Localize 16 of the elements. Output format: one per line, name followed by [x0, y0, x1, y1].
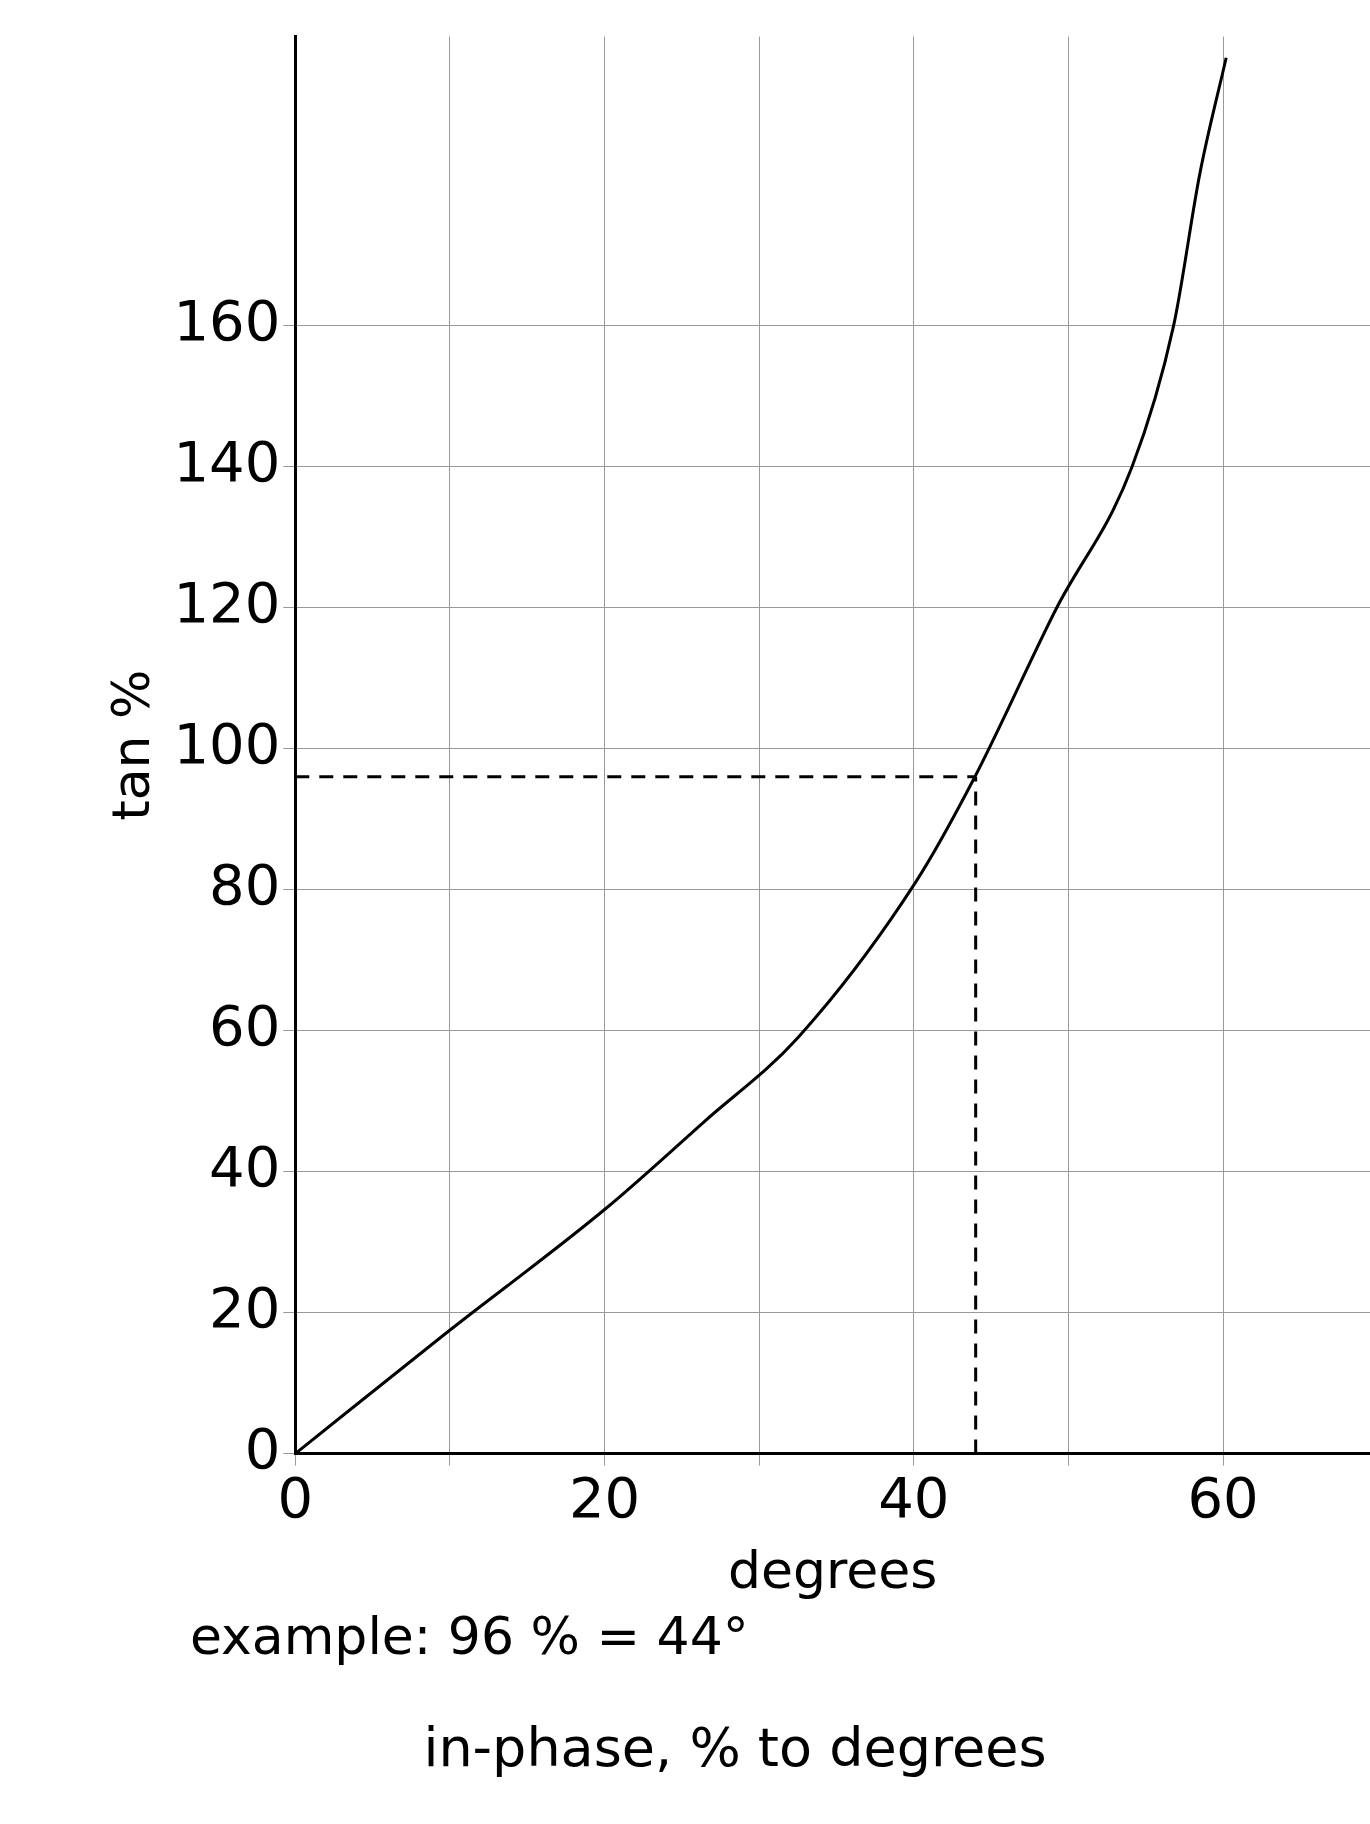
y-tick-label: 60 [209, 993, 281, 1059]
text: in-phase, % to degrees [423, 1715, 1047, 1779]
x-tick-label: 40 [878, 1464, 950, 1530]
x-tick-label: 20 [568, 1464, 641, 1530]
y-tick-label: 20 [209, 1275, 281, 1341]
x-axis-title: degrees [727, 1539, 938, 1600]
y-tick-label: 80 [209, 852, 281, 918]
y-tick-label: 120 [173, 570, 281, 636]
y-axis-title: tan % [100, 669, 161, 821]
y-tick-label: 140 [173, 429, 281, 495]
text: example: 96 % = 44° [190, 1605, 749, 1666]
y-tick-label: 100 [173, 711, 281, 777]
y-tick-label: 160 [173, 288, 281, 354]
y-tick-label: 40 [209, 1134, 281, 1200]
y-tick-label: 0 [244, 1416, 281, 1482]
x-tick-label: 60 [1187, 1464, 1259, 1530]
